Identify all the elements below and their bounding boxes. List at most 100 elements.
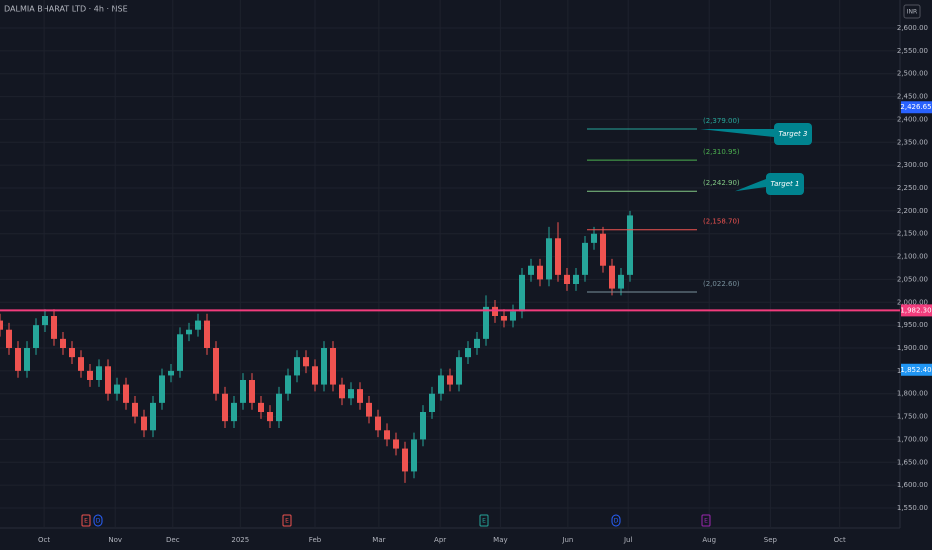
event-icon[interactable]: [81, 514, 91, 527]
candle-body: [213, 348, 219, 394]
candle-body: [159, 375, 165, 403]
candle-body: [114, 384, 120, 394]
candle-body: [69, 348, 75, 358]
x-tick-label: Sep: [764, 536, 778, 544]
x-tick-label: Jul: [623, 536, 633, 544]
candle-body: [267, 412, 273, 422]
candle-body: [240, 380, 246, 403]
candle-body: [6, 329, 12, 348]
candle-body: [600, 233, 606, 266]
candle-body: [276, 393, 282, 422]
y-tick-label: 1,650.00: [897, 458, 928, 466]
candle-body: [321, 348, 327, 385]
candle-body: [582, 242, 588, 275]
x-tick-label: Jun: [561, 536, 573, 544]
event-icon[interactable]: [701, 514, 711, 527]
candle-body: [42, 316, 48, 326]
level-label: (2,310.95): [703, 148, 740, 156]
y-tick-label: 1,800.00: [897, 390, 928, 398]
candle-body: [258, 402, 264, 412]
callout-box[interactable]: [774, 123, 812, 145]
y-tick-label: 2,450.00: [897, 93, 928, 101]
currency: INR: [907, 9, 917, 16]
candle-body: [483, 306, 489, 339]
candle-body: [231, 402, 237, 422]
event-icon[interactable]: [282, 514, 292, 527]
candle-body: [384, 430, 390, 440]
candle-body: [177, 334, 183, 371]
candle-body: [609, 265, 615, 289]
candle-body: [96, 366, 102, 380]
y-tick-label: 1,550.00: [897, 504, 928, 512]
candle-body: [204, 320, 210, 348]
level-label: (2,022.60): [703, 280, 740, 288]
y-tick-label: 2,400.00: [897, 115, 928, 123]
candle-body: [150, 402, 156, 431]
y-tick-label: 2,300.00: [897, 161, 928, 169]
candle-body: [474, 338, 480, 348]
event-label: E: [704, 518, 708, 525]
event-label: E: [84, 518, 88, 525]
candle-body: [222, 393, 228, 422]
y-tick-label: 1,700.00: [897, 435, 928, 443]
event-icon[interactable]: [93, 514, 103, 527]
candle-body: [357, 389, 363, 403]
y-tick-label: 2,000.00: [897, 298, 928, 306]
candle-body: [393, 439, 399, 449]
event-icon[interactable]: [479, 514, 489, 527]
y-tick-label: 2,500.00: [897, 70, 928, 78]
currency-box[interactable]: [903, 4, 921, 19]
candle-body: [51, 316, 57, 339]
callout-pointer: [700, 129, 774, 137]
candle-body: [492, 306, 498, 316]
candle-body: [33, 325, 39, 348]
level-label: (2,158.70): [703, 218, 740, 226]
x-tick-label: Feb: [309, 536, 322, 544]
candle-body: [123, 384, 129, 403]
event-label: D: [614, 518, 619, 525]
candle-body: [510, 311, 516, 321]
candle-body: [195, 320, 201, 330]
y-tick-label: 2,250.00: [897, 184, 928, 192]
x-tick-label: Mar: [372, 536, 385, 544]
candle-body: [402, 448, 408, 472]
event-label: E: [482, 518, 486, 525]
candle-body: [438, 375, 444, 394]
candle-body: [429, 393, 435, 412]
x-tick-label: Oct: [834, 536, 846, 544]
x-tick-label: 2025: [231, 536, 249, 544]
event-icon[interactable]: [611, 514, 621, 527]
x-tick-label: Apr: [434, 536, 446, 544]
candle-body: [591, 233, 597, 243]
candle-body: [249, 380, 255, 403]
price-tag-label: 1,982.30: [900, 306, 931, 314]
y-tick-label: 2,150.00: [897, 230, 928, 238]
x-tick-label: May: [493, 536, 507, 544]
chart-title: DALMIA BHARAT LTD · 4h · NSE: [4, 5, 128, 14]
y-tick-label: 2,350.00: [897, 138, 928, 146]
event-label: D: [96, 518, 101, 525]
callout-box[interactable]: [766, 173, 804, 195]
y-tick-label: 2,050.00: [897, 275, 928, 283]
y-tick-label: 1,750.00: [897, 413, 928, 421]
price-tag: [901, 101, 932, 114]
candle-body: [348, 389, 354, 399]
candle-body: [186, 329, 192, 335]
candle-body: [105, 366, 111, 394]
candle-body: [24, 348, 30, 371]
level-label: (2,242.90): [703, 179, 740, 187]
level-label: (2,379.00): [703, 117, 740, 125]
candle-body: [627, 215, 633, 275]
candle-body: [303, 357, 309, 367]
x-tick-label: Aug: [702, 536, 716, 544]
candle-body: [519, 274, 525, 312]
event-label: E: [285, 518, 289, 525]
candle-body: [564, 274, 570, 284]
candle-body: [465, 348, 471, 358]
candle-body: [555, 238, 561, 275]
candle-body: [330, 348, 336, 385]
y-tick-label: 2,600.00: [897, 24, 928, 32]
